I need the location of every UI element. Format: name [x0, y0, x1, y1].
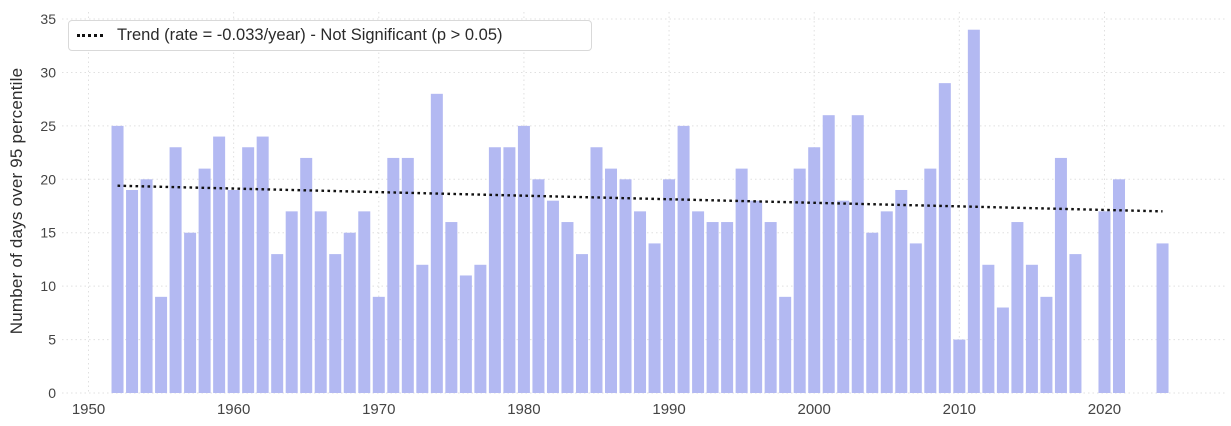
y-tick-label: 0: [48, 385, 56, 401]
bar-1985: [590, 147, 603, 393]
y-tick-label: 15: [40, 225, 56, 241]
bar-1984: [575, 254, 588, 393]
bar-1960: [227, 189, 240, 393]
bar-1982: [546, 200, 559, 393]
bar-1992: [692, 211, 705, 393]
bar-1970: [372, 296, 385, 393]
x-tick-label: 1960: [217, 401, 250, 418]
bar-2002: [837, 200, 850, 393]
x-tick-label: 1980: [507, 401, 540, 418]
bar-1986: [605, 168, 618, 393]
bar-2007: [909, 243, 922, 393]
bar-1973: [416, 264, 429, 393]
bar-1967: [329, 254, 342, 393]
bar-1989: [648, 243, 661, 393]
bar-1995: [735, 168, 748, 393]
bar-2011: [967, 29, 980, 394]
bar-1966: [314, 211, 327, 393]
bar-1999: [793, 168, 806, 393]
bar-1959: [213, 136, 226, 393]
bar-1969: [358, 211, 371, 393]
bar-1990: [663, 179, 676, 393]
bar-2015: [1025, 264, 1038, 393]
bar-1978: [488, 147, 501, 393]
bar-1987: [619, 179, 632, 393]
bar-1997: [764, 222, 777, 393]
bar-1952: [111, 125, 124, 393]
bar-1958: [198, 168, 211, 393]
bar-1981: [532, 179, 545, 393]
bar-1980: [517, 125, 530, 393]
x-tick-label: 2000: [798, 401, 831, 418]
bar-1979: [503, 147, 516, 393]
bar-1956: [169, 147, 182, 393]
x-tick-label: 1950: [72, 401, 105, 418]
bar-2016: [1040, 296, 1053, 393]
bar-2008: [924, 168, 937, 393]
bar-1964: [285, 211, 298, 393]
bar-2001: [822, 115, 835, 393]
x-tick-label: 2010: [943, 401, 976, 418]
bar-1977: [474, 264, 487, 393]
y-axis-title: Number of days over 95 percentile: [7, 67, 26, 335]
bar-1972: [401, 157, 414, 393]
x-tick-label: 1970: [362, 401, 395, 418]
bar-2005: [880, 211, 893, 393]
trend-line-sample-icon: [77, 34, 103, 37]
bar-1974: [430, 93, 443, 393]
y-tick-label: 20: [40, 171, 56, 187]
bar-1955: [155, 296, 168, 393]
bar-2012: [982, 264, 995, 393]
bar-2024: [1156, 243, 1169, 393]
x-tick-label: 1990: [652, 401, 685, 418]
bar-1991: [677, 125, 690, 393]
bar-1976: [459, 275, 472, 393]
bar-1962: [256, 136, 269, 393]
bar-1988: [634, 211, 647, 393]
bar-2014: [1011, 222, 1024, 393]
y-tick-label: 30: [40, 64, 56, 80]
bar-2020: [1098, 211, 1111, 393]
bar-2006: [895, 189, 908, 393]
bar-1953: [126, 189, 139, 393]
bar-1965: [300, 157, 313, 393]
x-tick-label: 2020: [1088, 401, 1121, 418]
bar-1957: [184, 232, 197, 393]
bar-2009: [938, 83, 951, 393]
bar-1954: [140, 179, 153, 393]
bar-1994: [721, 222, 734, 393]
bar-1983: [561, 222, 574, 393]
bar-2003: [851, 115, 864, 393]
bar-1993: [706, 222, 719, 393]
bar-2004: [866, 232, 879, 393]
bar-2017: [1054, 157, 1067, 393]
y-tick-label: 35: [40, 11, 56, 27]
bar-2013: [996, 307, 1009, 393]
bar-1963: [271, 254, 284, 393]
bar-1998: [779, 296, 792, 393]
bar-1971: [387, 157, 400, 393]
legend-item-trend[interactable]: Trend (rate = -0.033/year) - Not Signifi…: [68, 20, 592, 51]
bar-2010: [953, 339, 966, 393]
y-tick-label: 5: [48, 332, 56, 348]
y-tick-label: 25: [40, 118, 56, 134]
y-tick-label: 10: [40, 278, 56, 294]
bar-1975: [445, 222, 458, 393]
bar-1996: [750, 200, 763, 393]
bar-2000: [808, 147, 821, 393]
bar-1968: [343, 232, 356, 393]
legend-label: Trend (rate = -0.033/year) - Not Signifi…: [117, 26, 503, 44]
trend-line: [117, 184, 1163, 213]
bar-1961: [242, 147, 255, 393]
bar-2018: [1069, 254, 1082, 393]
bar-2021: [1112, 179, 1125, 393]
